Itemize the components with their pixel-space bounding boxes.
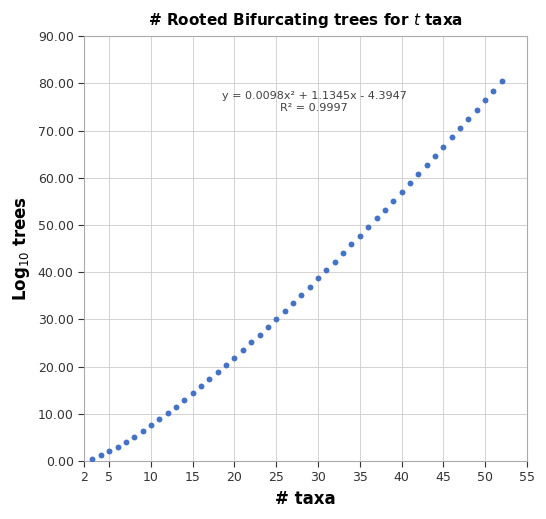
Point: [130, 432, 139, 441]
Point: [180, 396, 189, 404]
Point: [239, 346, 247, 354]
Point: [255, 331, 264, 339]
Point: [381, 206, 389, 214]
Point: [347, 240, 356, 249]
Point: [171, 403, 180, 411]
Point: [372, 214, 381, 223]
Point: [422, 161, 431, 169]
Point: [247, 338, 256, 347]
Point: [272, 315, 281, 323]
Point: [464, 115, 473, 123]
Point: [105, 447, 114, 456]
Point: [122, 438, 130, 446]
Point: [322, 266, 331, 274]
Point: [456, 124, 465, 132]
X-axis label: # taxa: # taxa: [275, 490, 336, 508]
Point: [355, 231, 364, 240]
Point: [163, 409, 172, 417]
Point: [213, 368, 222, 376]
Point: [88, 455, 97, 463]
Point: [480, 96, 489, 104]
Point: [406, 179, 414, 187]
Point: [472, 105, 481, 114]
Point: [222, 361, 230, 369]
Point: [431, 152, 440, 160]
Point: [313, 274, 322, 282]
Point: [364, 223, 372, 231]
Point: [205, 375, 214, 384]
Point: [389, 197, 397, 205]
Point: [297, 291, 306, 299]
Point: [439, 143, 448, 151]
Point: [414, 170, 423, 178]
Point: [188, 389, 197, 398]
Point: [339, 249, 347, 257]
Point: [497, 77, 506, 86]
Point: [230, 353, 239, 362]
Point: [489, 87, 498, 95]
Point: [197, 383, 205, 391]
Point: [447, 133, 456, 142]
Point: [146, 421, 155, 430]
Point: [264, 323, 272, 331]
Point: [305, 282, 314, 291]
Point: [397, 188, 406, 196]
Point: [155, 415, 164, 424]
Point: [330, 257, 339, 266]
Point: [97, 451, 105, 459]
Y-axis label: Log$_{10}$ trees: Log$_{10}$ trees: [11, 196, 32, 301]
Text: y = 0.0098x² + 1.1345x - 4.3947
R² = 0.9997: y = 0.0098x² + 1.1345x - 4.3947 R² = 0.9…: [222, 91, 407, 113]
Point: [113, 443, 122, 451]
Title: # Rooted Bifurcating trees for $\it{t}$ taxa: # Rooted Bifurcating trees for $\it{t}$ …: [148, 11, 463, 30]
Point: [289, 299, 298, 307]
Point: [138, 427, 147, 435]
Point: [280, 307, 289, 315]
